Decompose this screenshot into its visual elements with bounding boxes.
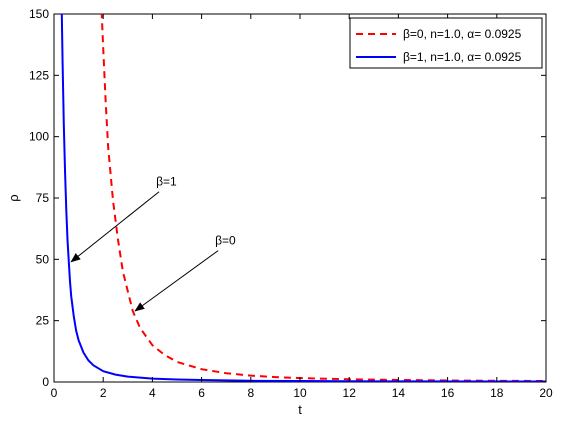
x-tick-label: 16 [441,386,455,400]
series-line-0 [100,14,546,382]
annotation-label-1: β=0 [215,234,236,248]
x-tick-label: 0 [51,386,58,400]
y-tick-label: 150 [29,7,49,21]
x-axis-label: t [298,402,302,417]
y-axis-label: ρ [6,194,21,201]
x-tick-label: 6 [198,386,205,400]
y-tick-label: 25 [36,314,50,328]
legend: β=0, n=1.0, α= 0.0925 β=1, n=1.0, α= 0.0… [349,17,543,69]
legend-box [349,17,543,69]
axis-ticks: 0 2 4 6 8 10 12 14 16 18 20 0 25 50 75 100 125 150 [29,7,553,400]
x-tick-label: 2 [100,386,107,400]
x-tick-label: 10 [293,386,307,400]
x-tick-label: 18 [490,386,504,400]
x-tick-label: 20 [539,386,553,400]
y-tick-label: 0 [42,375,49,389]
y-tick-label: 50 [36,252,50,266]
series-line-1 [60,14,546,382]
y-tick-label: 125 [29,68,49,82]
series-layer [60,14,546,382]
annotation-arrow-0 [70,191,160,263]
x-tick-label: 12 [343,386,357,400]
y-tick-label: 75 [36,191,50,205]
plot-area [53,13,547,383]
legend-label-beta0: β=0, n=1.0, α= 0.0925 [403,27,522,41]
y-tick-label: 100 [29,130,49,144]
x-tick-label: 4 [149,386,156,400]
annotation-label-0: β=1 [156,175,177,189]
annotation-arrow-1 [134,250,219,312]
annotations: β=1 β=0 [70,175,236,312]
x-tick-label: 8 [247,386,254,400]
x-tick-label: 14 [392,386,406,400]
legend-label-beta1: β=1, n=1.0, α= 0.0925 [403,50,522,64]
